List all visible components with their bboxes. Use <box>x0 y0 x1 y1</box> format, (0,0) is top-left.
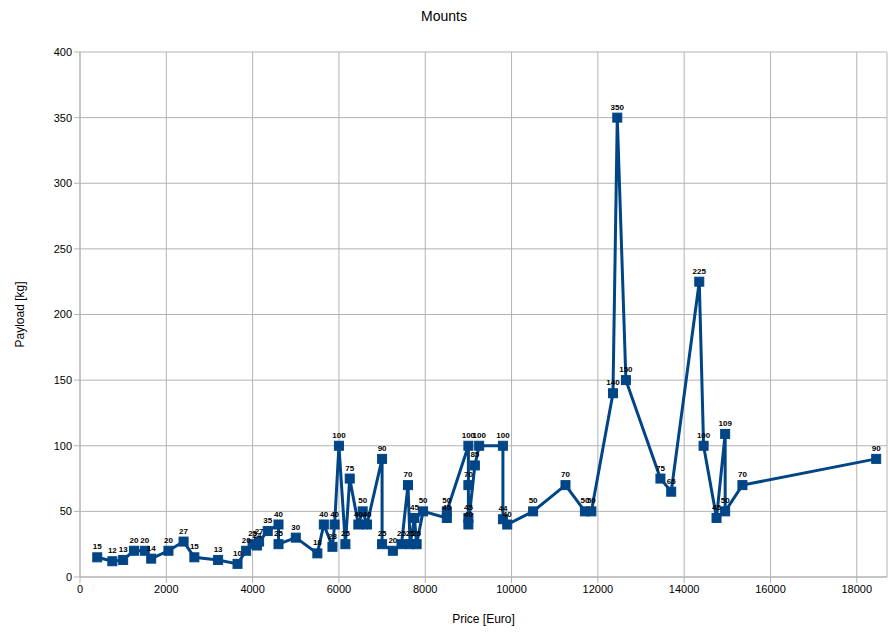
svg-text:70: 70 <box>404 470 413 479</box>
svg-text:250: 250 <box>54 243 72 255</box>
svg-text:50: 50 <box>529 496 538 505</box>
svg-text:65: 65 <box>667 477 676 486</box>
svg-text:13: 13 <box>119 545 128 554</box>
svg-text:50: 50 <box>721 496 730 505</box>
svg-text:50: 50 <box>580 496 590 506</box>
svg-text:Price [Euro]: Price [Euro] <box>452 612 515 626</box>
svg-text:8000: 8000 <box>413 583 437 595</box>
svg-text:85: 85 <box>470 450 479 459</box>
svg-text:45: 45 <box>712 502 721 512</box>
svg-text:18: 18 <box>313 538 322 547</box>
svg-text:30: 30 <box>291 523 300 532</box>
svg-text:20: 20 <box>388 535 398 545</box>
svg-text:25: 25 <box>397 529 406 539</box>
svg-text:225: 225 <box>693 267 707 276</box>
svg-text:0: 0 <box>66 571 72 583</box>
svg-text:13: 13 <box>214 545 223 554</box>
svg-text:20: 20 <box>140 535 150 545</box>
svg-text:40: 40 <box>503 510 512 519</box>
svg-text:50: 50 <box>587 496 596 505</box>
svg-text:140: 140 <box>606 378 620 387</box>
svg-text:27: 27 <box>255 527 264 536</box>
svg-text:12000: 12000 <box>583 583 614 595</box>
svg-text:50: 50 <box>419 496 428 505</box>
svg-text:45: 45 <box>410 502 419 512</box>
svg-text:109: 109 <box>718 419 732 428</box>
svg-text:2000: 2000 <box>154 583 178 595</box>
svg-text:100: 100 <box>54 440 72 452</box>
svg-text:100: 100 <box>461 430 476 440</box>
svg-text:25: 25 <box>274 529 283 538</box>
svg-text:35: 35 <box>263 516 272 525</box>
svg-text:10: 10 <box>233 549 242 558</box>
svg-text:15: 15 <box>93 542 102 551</box>
svg-text:40: 40 <box>353 509 363 519</box>
svg-text:300: 300 <box>54 177 72 189</box>
svg-text:100: 100 <box>496 431 510 440</box>
svg-text:Payload [kg]: Payload [kg] <box>13 281 27 347</box>
svg-text:12: 12 <box>108 546 117 555</box>
svg-text:16000: 16000 <box>755 583 786 595</box>
svg-text:40: 40 <box>330 510 339 519</box>
svg-text:27: 27 <box>179 527 188 536</box>
svg-text:0: 0 <box>77 583 83 595</box>
svg-text:150: 150 <box>619 365 633 374</box>
svg-text:350: 350 <box>611 103 625 112</box>
svg-text:20: 20 <box>241 535 251 545</box>
svg-text:100: 100 <box>332 431 346 440</box>
svg-text:75: 75 <box>656 464 665 473</box>
svg-text:200: 200 <box>54 308 72 320</box>
svg-text:20: 20 <box>129 536 138 545</box>
html-text:Mounts: Mounts <box>421 8 467 24</box>
svg-text:15: 15 <box>190 542 199 551</box>
svg-text:14000: 14000 <box>669 583 700 595</box>
svg-text:25: 25 <box>341 529 350 538</box>
svg-text:70: 70 <box>738 470 747 479</box>
svg-text:40: 40 <box>319 510 328 519</box>
svg-text:150: 150 <box>54 374 72 386</box>
svg-text:10000: 10000 <box>496 583 527 595</box>
svg-text:25: 25 <box>405 529 415 539</box>
svg-text:40: 40 <box>363 510 372 519</box>
svg-text:4000: 4000 <box>240 583 264 595</box>
svg-text:50: 50 <box>60 505 72 517</box>
svg-text:100: 100 <box>473 431 487 440</box>
svg-text:400: 400 <box>54 46 72 58</box>
svg-text:100: 100 <box>697 431 711 440</box>
svg-text:45: 45 <box>442 502 452 512</box>
svg-text:350: 350 <box>54 112 72 124</box>
svg-text:50: 50 <box>358 496 367 505</box>
svg-text:75: 75 <box>345 464 354 473</box>
svg-text:70: 70 <box>561 470 570 479</box>
svg-text:18000: 18000 <box>841 583 872 595</box>
svg-text:40: 40 <box>464 510 473 519</box>
svg-text:50: 50 <box>442 496 451 505</box>
svg-text:90: 90 <box>378 444 387 453</box>
svg-text:6000: 6000 <box>327 583 351 595</box>
svg-text:23: 23 <box>328 532 337 541</box>
svg-text:25: 25 <box>378 529 387 538</box>
svg-text:20: 20 <box>164 536 173 545</box>
svg-text:70: 70 <box>464 470 473 479</box>
svg-text:14: 14 <box>147 544 156 553</box>
svg-text:25: 25 <box>412 529 421 538</box>
svg-text:90: 90 <box>872 444 880 453</box>
svg-text:45: 45 <box>463 502 473 512</box>
svg-text:40: 40 <box>274 510 283 519</box>
